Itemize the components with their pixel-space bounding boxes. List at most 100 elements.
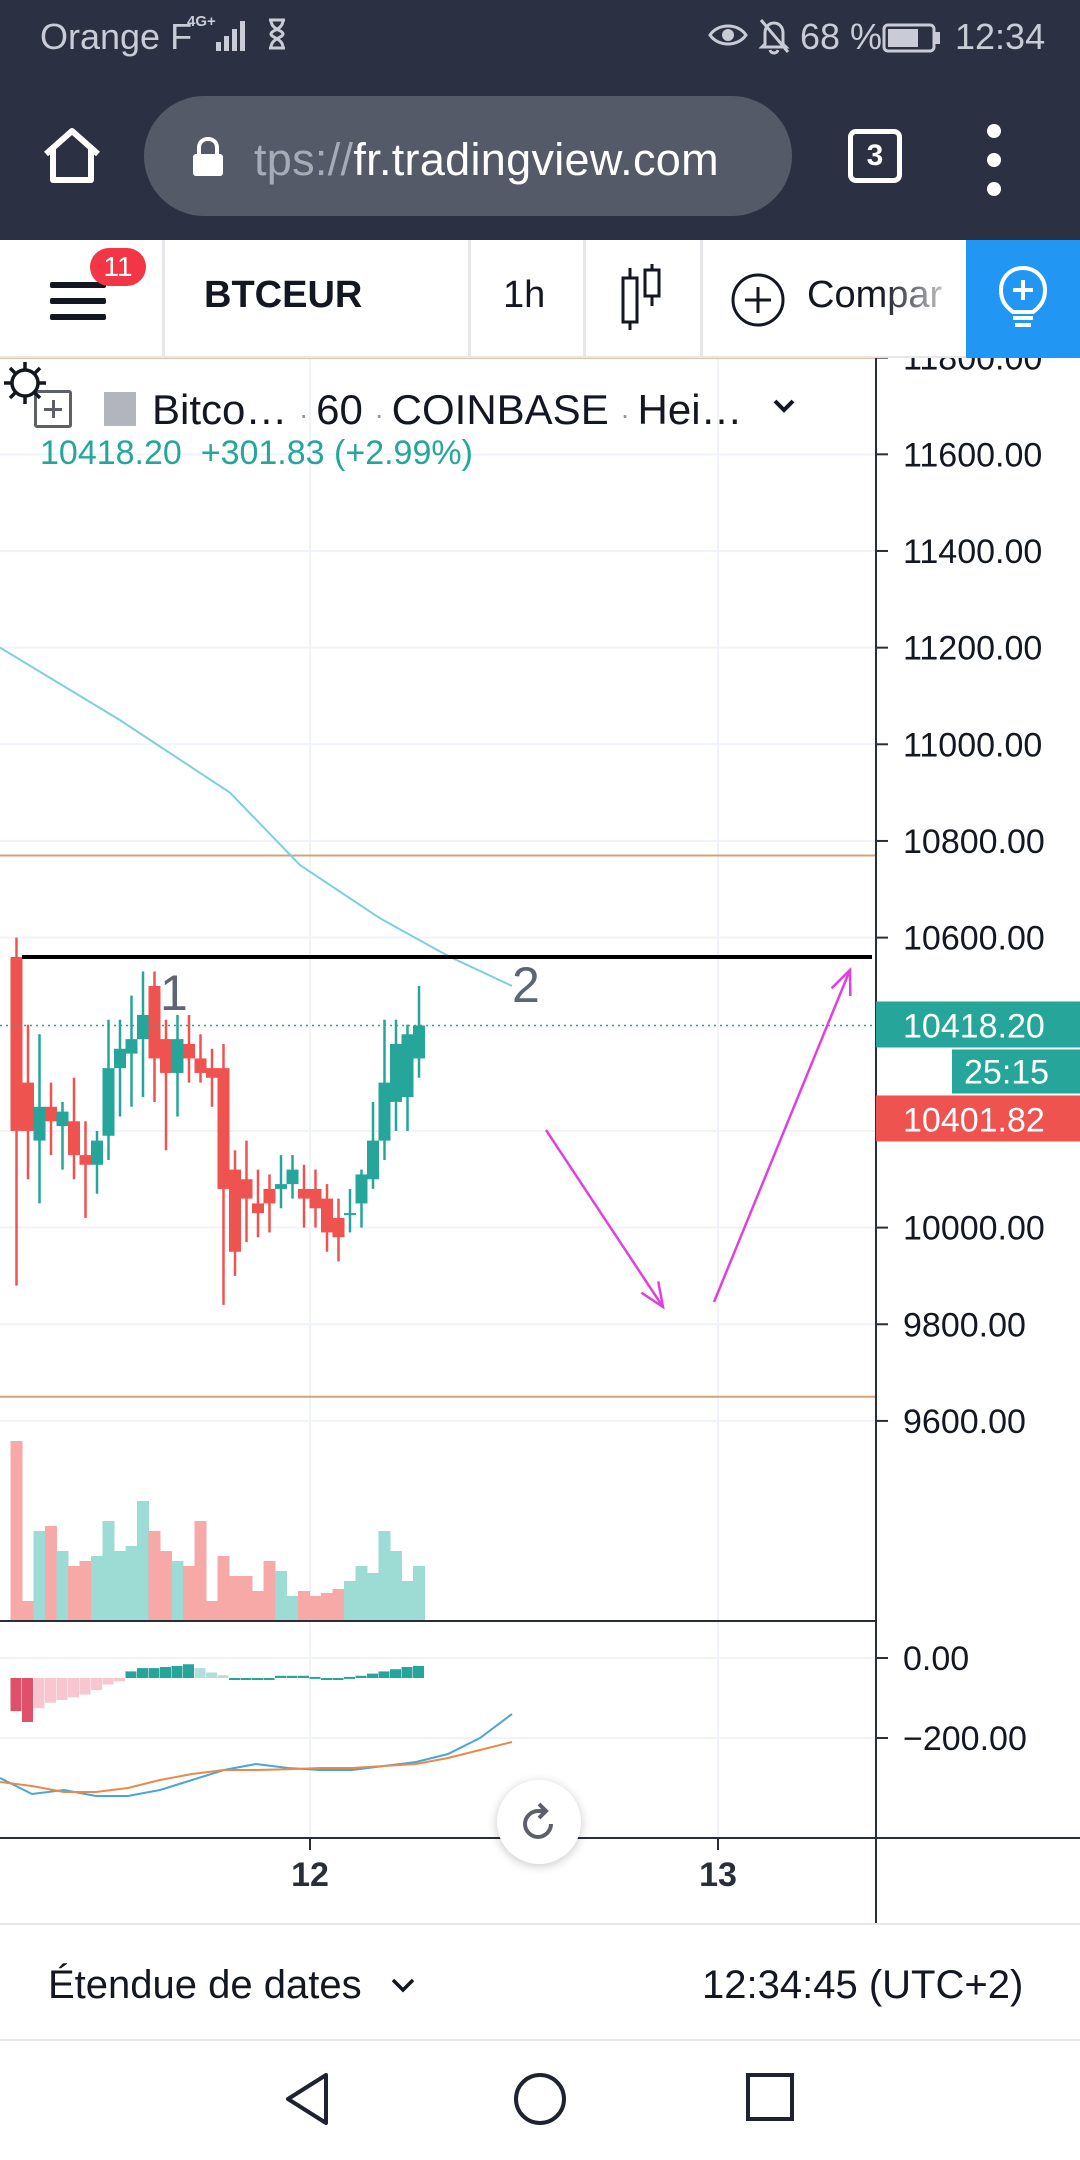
candle-body	[183, 1043, 195, 1059]
candle-body	[217, 1068, 230, 1189]
osc-histogram-bar	[125, 1671, 137, 1678]
volume-bar	[309, 1596, 322, 1621]
countdown-badge-label: 25:15	[964, 1053, 1049, 1091]
symbol-flag-icon	[104, 392, 136, 426]
volume-bar	[45, 1526, 57, 1621]
timezone-clock[interactable]: 12:34:45 (UTC+2)	[702, 1963, 1024, 2007]
reset-chart-button[interactable]	[497, 1780, 581, 1864]
candle-body	[240, 1179, 253, 1199]
osc-axis-label: −200.00	[903, 1720, 1027, 1758]
osc-histogram-bar	[332, 1678, 344, 1680]
osc-histogram-bar	[102, 1678, 114, 1685]
volume-bar	[344, 1581, 356, 1621]
candle-body	[125, 1039, 138, 1054]
price-axis-label: 11000.00	[903, 726, 1042, 764]
volume-bar	[321, 1593, 333, 1621]
url-text[interactable]: tps://fr.tradingview.com	[254, 134, 719, 186]
signal-line	[0, 1741, 513, 1793]
osc-histogram-bar	[114, 1678, 125, 1682]
browser-menu-button[interactable]	[980, 124, 1008, 196]
volume-bar	[401, 1581, 414, 1621]
osc-histogram-bar	[355, 1675, 367, 1678]
volume-bar	[10, 1441, 23, 1621]
osc-histogram-bar	[401, 1667, 413, 1678]
candle-body	[68, 1121, 80, 1156]
candle-body	[355, 1174, 368, 1204]
volume-bar	[332, 1589, 345, 1621]
compare-add-icon[interactable]	[730, 272, 786, 328]
time-axis-label: 13	[699, 1856, 737, 1894]
osc-histogram-bar	[240, 1678, 252, 1680]
reset-icon	[522, 1802, 553, 1840]
legend-price-line: 10418.20 +301.83 (+2.99%)	[40, 434, 473, 473]
alt-price-badge-label: 10401.82	[903, 1101, 1045, 1139]
osc-histogram-bar	[79, 1678, 91, 1695]
interval-button[interactable]: 1h	[503, 274, 546, 316]
carrier-label: Orange F	[40, 16, 193, 57]
candle-body	[390, 1043, 402, 1102]
volume-bar	[148, 1531, 161, 1621]
toolbar-divider	[162, 240, 165, 358]
price-axis-label: 11600.00	[903, 436, 1042, 474]
hourglass-icon	[269, 18, 285, 50]
last-price-badge-label: 10418.20	[903, 1007, 1045, 1045]
date-range-button[interactable]: Étendue de dates	[48, 1963, 362, 2007]
back-icon[interactable]	[282, 2071, 332, 2127]
gear-icon[interactable]	[0, 358, 50, 408]
candle-body	[79, 1155, 92, 1165]
osc-histogram-bar	[321, 1678, 332, 1680]
candle-body	[33, 1106, 46, 1141]
osc-histogram-bar	[344, 1676, 355, 1679]
volume-bar	[56, 1551, 69, 1621]
candle-body	[114, 1048, 126, 1069]
price-axis-label: 11800.00	[903, 358, 1042, 378]
candle-body	[298, 1188, 310, 1199]
chevron-down-icon[interactable]	[390, 1977, 416, 1995]
osc-histogram-bar	[206, 1672, 217, 1678]
lightbulb-icon	[998, 265, 1048, 327]
candle-body	[91, 1140, 103, 1165]
candle-body	[263, 1188, 276, 1204]
legend-symbol-name: Bitco…	[152, 386, 288, 433]
osc-histogram-bar	[91, 1678, 102, 1691]
symbol-search-button[interactable]: BTCEUR	[204, 274, 363, 316]
price-chart[interactable]: 1212000.0011800.0011600.0011400.0011200.…	[0, 358, 1080, 1923]
volume-bar	[413, 1566, 425, 1621]
volume-bar	[217, 1556, 230, 1621]
toolbar-divider	[700, 240, 703, 358]
osc-axis-label: 0.00	[903, 1640, 969, 1678]
last-price-badge	[876, 1001, 1080, 1048]
osc-histogram-bar	[413, 1665, 424, 1678]
expand-legend-icon[interactable]	[34, 390, 72, 428]
chart-area[interactable]: 1212000.0011800.0011600.0011400.0011200.…	[0, 358, 1080, 1923]
legend-interval: 60	[316, 386, 363, 433]
candlestick-chart-type-icon[interactable]	[618, 262, 666, 332]
volume-bar	[91, 1556, 103, 1621]
url-scheme: tps://	[254, 134, 354, 185]
osc-histogram-bar	[286, 1675, 298, 1678]
down-arrow-drawing	[544, 1129, 665, 1308]
tradingview-toolbar: 11 BTCEUR 1h Compar	[0, 240, 1080, 358]
osc-histogram-bar	[22, 1678, 33, 1722]
volume-bar	[298, 1591, 310, 1621]
candle-body	[10, 956, 23, 1131]
recents-icon[interactable]	[744, 2071, 796, 2123]
url-bar[interactable]: tps://fr.tradingview.com	[144, 96, 792, 216]
annotation-label-2: 2	[512, 957, 540, 1013]
volume-bar	[355, 1566, 368, 1621]
osc-histogram-bar	[378, 1671, 390, 1678]
osc-histogram-bar	[45, 1678, 56, 1703]
osc-histogram-bar	[137, 1668, 148, 1678]
home-icon[interactable]	[40, 126, 104, 184]
price-axis-label: 9800.00	[903, 1306, 1026, 1344]
osc-histogram-bar	[148, 1668, 160, 1678]
ideas-button[interactable]	[966, 240, 1080, 358]
system-nav-bar	[0, 2041, 1080, 2160]
osc-histogram-bar	[367, 1673, 378, 1678]
main-menu-button[interactable]: 11	[0, 240, 160, 358]
chevron-down-icon[interactable]	[770, 392, 798, 420]
tab-switcher-button[interactable]: 3	[848, 129, 902, 183]
up-arrow-drawing-head	[830, 967, 852, 997]
volume-bar	[183, 1566, 195, 1621]
home-nav-icon[interactable]	[512, 2071, 568, 2127]
